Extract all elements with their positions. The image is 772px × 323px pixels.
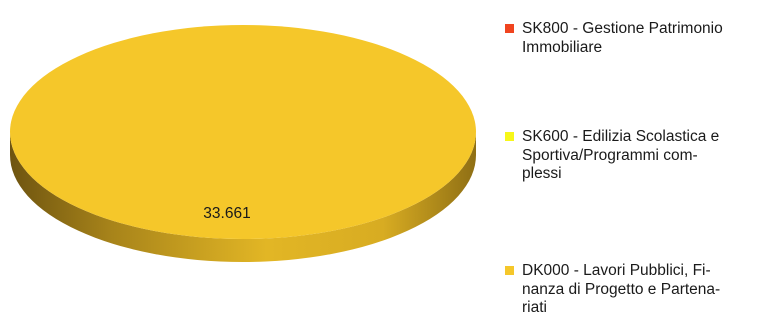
legend-label: SK800 - Gestione Patrimonio Immobiliare bbox=[522, 20, 723, 56]
legend: SK800 - Gestione Patrimonio Immobiliare … bbox=[505, 0, 767, 323]
pie-slice-top bbox=[10, 25, 476, 239]
legend-swatch-sk800 bbox=[505, 24, 514, 33]
legend-swatch-sk600 bbox=[505, 132, 514, 141]
pie-chart: 33.661 bbox=[10, 25, 476, 262]
legend-label: DK000 - Lavori Pubblici, Fi- nanza di Pr… bbox=[522, 262, 721, 316]
pie-slice-side bbox=[10, 132, 476, 262]
data-label: 33.661 bbox=[203, 205, 250, 222]
legend-swatch-dk000 bbox=[505, 266, 514, 275]
legend-label: SK600 - Edilizia Scolastica e Sportiva/P… bbox=[522, 128, 720, 182]
